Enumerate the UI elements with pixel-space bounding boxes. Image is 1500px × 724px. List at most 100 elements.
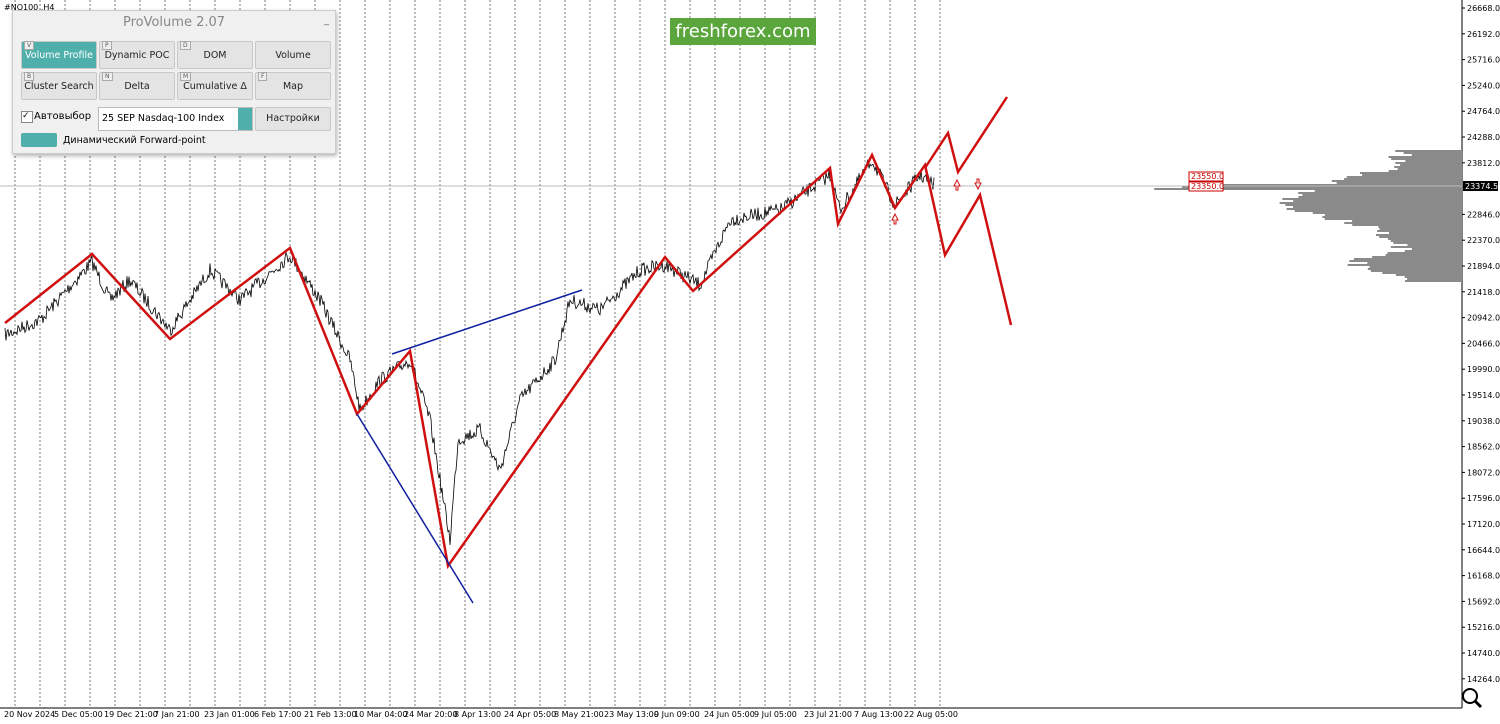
volume-profile-bar — [1379, 236, 1462, 238]
volume-profile-bar — [1352, 224, 1462, 226]
volume-profile-bar — [1293, 206, 1462, 208]
price-label: 15216.0 — [1467, 623, 1500, 632]
watermark: freshforex.com — [670, 18, 816, 45]
volume-profile-bar — [1154, 188, 1462, 190]
tool-button[interactable]: Delta N — [99, 72, 175, 100]
price-label: 18072.0 — [1467, 468, 1500, 477]
tool-button[interactable]: Cluster Search B — [21, 72, 97, 100]
price-label: 16168.0 — [1467, 572, 1500, 581]
volume-profile-bar — [1411, 248, 1462, 250]
price-label: 17120.0 — [1467, 520, 1500, 529]
tool-button[interactable]: Volume Profile V — [21, 41, 97, 69]
volume-profile-bar — [1404, 276, 1462, 278]
volume-profile-bar — [1390, 240, 1462, 242]
time-label: 5 Dec 05:00 — [54, 710, 103, 719]
volume-profile-bar — [1279, 202, 1462, 204]
panel-title: ProVolume 2.07 — [122, 15, 226, 30]
toggle[interactable] — [21, 133, 57, 147]
price-label: 25716.0 — [1467, 56, 1500, 65]
volume-profile-bar — [1352, 220, 1462, 222]
checkbox[interactable]: ✓ — [21, 111, 33, 123]
time-label: 21 Feb 13:00 — [304, 710, 356, 719]
volume-profile-bar — [1382, 272, 1462, 274]
volume-profile-bar — [1314, 190, 1462, 192]
tool-button[interactable]: DOM D — [177, 41, 253, 69]
volume-profile-bar — [1359, 172, 1462, 174]
volume-profile-bar — [1393, 242, 1462, 244]
instrument-select[interactable]: 25 SEP Nasdaq-100 Index — [98, 107, 253, 131]
volume-profile-bar — [1285, 204, 1462, 206]
time-label: 10 Mar 04:00 — [354, 710, 407, 719]
volume-profile-bar — [1293, 200, 1462, 202]
volume-profile-bar — [1369, 266, 1462, 268]
tool-button[interactable]: Dynamic POC P — [99, 41, 175, 69]
volume-profile-bar — [1377, 230, 1462, 232]
price-label: 20466.0 — [1467, 339, 1500, 348]
time-label: 6 Feb 17:00 — [254, 710, 301, 719]
volume-profile-bar — [1387, 238, 1462, 240]
time-label: 23 Jan 01:00 — [204, 710, 255, 719]
hotkey: D — [180, 41, 191, 50]
volume-profile-bar — [1324, 214, 1462, 216]
volume-profile-bar — [1395, 162, 1462, 164]
volume-profile-bar — [1324, 218, 1462, 220]
tool-button[interactable]: Volume — [255, 41, 331, 69]
price-label: 18562.0 — [1467, 443, 1500, 452]
price-label: 17596.0 — [1467, 494, 1500, 503]
time-label: 23 Jul 21:00 — [804, 710, 852, 719]
symbol: #NQ100 ,H4 — [4, 3, 54, 12]
price-label: 21418.0 — [1467, 288, 1500, 297]
time-label: 8 May 21:00 — [554, 710, 604, 719]
trend-line — [391, 289, 583, 355]
volume-profile-bar — [1379, 228, 1462, 230]
time-label: 7 Jan 21:00 — [154, 710, 200, 719]
zoom-icon[interactable] — [1462, 688, 1478, 704]
volume-profile-bar — [1347, 264, 1462, 266]
time-label: 22 Aug 05:00 — [904, 710, 958, 719]
price-label: 16644.0 — [1467, 546, 1500, 555]
volume-profile-bar — [1353, 258, 1462, 260]
price-label: 24288.0 — [1467, 133, 1500, 142]
volume-profile-bar — [1322, 216, 1462, 218]
volume-profile-bar — [1370, 270, 1462, 272]
volume-profile-bar — [1298, 196, 1462, 198]
button-label: Delta — [124, 81, 150, 92]
price-label: 24764.0 — [1467, 107, 1500, 116]
zigzag — [4, 152, 1013, 570]
tool-button[interactable]: Map F — [255, 72, 331, 100]
current-price: 23374.5 — [1465, 182, 1498, 191]
volume-profile-bar — [1404, 250, 1462, 252]
forecast-zigzag — [923, 96, 1009, 176]
level-tag — [1188, 171, 1224, 182]
arrow-down — [974, 178, 982, 191]
settings-button[interactable]: Настройки — [255, 107, 331, 131]
provolume-panel: ProVolume 2.07 _ Volume Profile V Dynamic … — [12, 10, 336, 154]
price-label: 22370.0 — [1467, 236, 1500, 245]
volume-profile-bar — [1411, 154, 1462, 156]
volume-profile-bar — [1367, 262, 1462, 264]
time-label: 24 Apr 05:00 — [504, 710, 556, 719]
volume-profile-bar — [1397, 168, 1462, 170]
price-label: 19038.0 — [1467, 417, 1500, 426]
volume-profile-bar — [1349, 260, 1462, 262]
volume-profile-bar — [1282, 198, 1462, 200]
price-label: 14740.0 — [1467, 649, 1500, 658]
button-label: Map — [282, 81, 304, 92]
volume-profile-bar — [1181, 186, 1462, 188]
volume-profile-bar — [1302, 194, 1462, 196]
trend-line — [356, 413, 474, 604]
volume-profile-bar — [1378, 226, 1462, 228]
volume-profile-bar — [1336, 182, 1462, 184]
volume-profile-bar — [1388, 232, 1462, 234]
arrow-up — [891, 212, 899, 225]
volume-profile-bar — [1388, 170, 1462, 172]
instrument: 25 SEP Nasdaq-100 Index — [102, 113, 225, 124]
hotkey: M — [180, 72, 192, 81]
forward-point-label: Динамический Forward-point — [63, 135, 206, 146]
volume-profile-bar — [1346, 176, 1462, 178]
price-label: 20942.0 — [1467, 314, 1500, 323]
price-label: 19514.0 — [1467, 391, 1500, 400]
minimize[interactable]: _ — [324, 15, 329, 26]
